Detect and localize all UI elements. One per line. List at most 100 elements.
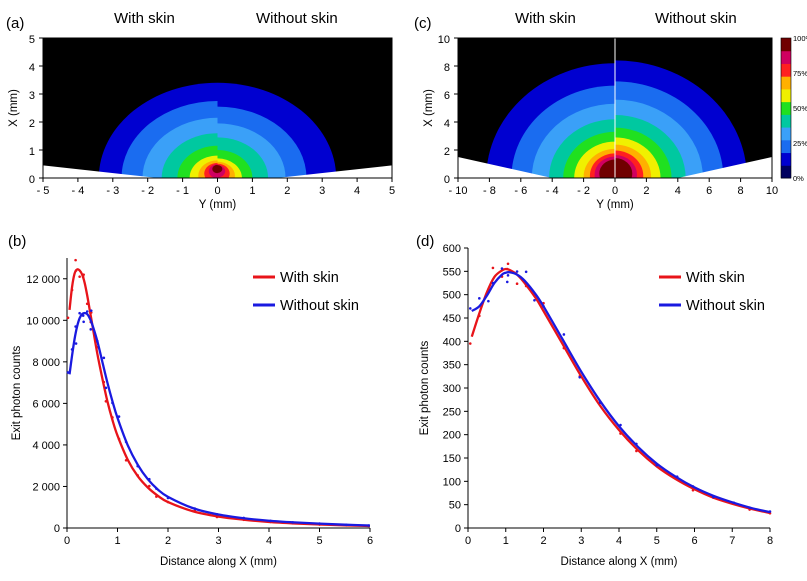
wedge-right-c	[677, 157, 772, 178]
x-tick-label-c: 6	[706, 185, 712, 197]
data-point-with_skin-b	[82, 273, 85, 276]
colorbar-frame	[780, 37, 792, 179]
colorbar-label: 75%	[793, 69, 807, 78]
data-point-without_skin-d	[505, 280, 509, 284]
y-tick-label-c: 0	[444, 174, 450, 186]
x-tick-label-a: 5	[389, 185, 395, 197]
data-point-with_skin-d	[515, 282, 519, 286]
data-point-with_skin-b	[136, 474, 139, 477]
x-tick-label-a: - 2	[141, 185, 154, 197]
y-tick-label-d: 400	[443, 336, 461, 348]
header-without-skin-c: Without skin	[655, 10, 737, 27]
data-point-without_skin-d	[468, 307, 472, 310]
x-tick-label-c: - 6	[514, 185, 527, 197]
data-point-without_skin-b	[291, 521, 295, 524]
colorbar-segment	[781, 114, 791, 128]
x-tick-label-b: 5	[316, 535, 322, 547]
y-tick-label-d: 0	[455, 523, 461, 535]
data-point-without_skin-d	[562, 333, 566, 336]
colorbar-segment	[781, 101, 791, 115]
x-tick-label-d: 2	[540, 535, 546, 547]
data-point-without_skin-d	[691, 485, 695, 488]
data-point-with_skin-d	[635, 449, 638, 453]
y-tick-label-d: 100	[443, 476, 461, 488]
x-tick-label-d: 0	[465, 535, 471, 547]
colorbar-segment	[781, 38, 791, 52]
data-point-without_skin-d	[748, 506, 751, 509]
data-point-with_skin-b	[85, 302, 89, 306]
x-axis-label-c: Y (mm)	[596, 199, 634, 211]
x-tick-label-a: - 1	[176, 185, 189, 197]
data-point-without_skin-b	[269, 519, 272, 523]
data-point-without_skin-d	[478, 297, 481, 300]
data-point-with_skin-d	[619, 432, 622, 435]
data-point-without_skin-d	[542, 305, 545, 308]
data-point-with_skin-d	[748, 508, 751, 511]
data-point-with_skin-d	[506, 262, 510, 266]
contour-band-right	[217, 165, 223, 173]
data-point-with_skin-d	[468, 342, 472, 345]
data-point-with_skin-b	[111, 416, 114, 419]
y-tick-label-c: 8	[444, 62, 450, 74]
y-tick-label-b: 2 000	[32, 481, 60, 493]
colorbar-segment	[781, 165, 791, 179]
data-point-without_skin-b	[70, 348, 74, 351]
data-point-without_skin-b	[104, 386, 108, 390]
y-tick-label-d: 350	[443, 360, 461, 372]
data-point-with_skin-b	[215, 515, 219, 519]
data-point-without_skin-d	[515, 270, 519, 273]
y-tick-label-a: 0	[29, 174, 35, 186]
data-point-without_skin-d	[578, 375, 582, 379]
panel-label-d: (d)	[416, 233, 434, 250]
data-point-with_skin-b	[102, 380, 106, 384]
data-point-without_skin-d	[635, 442, 638, 446]
contour-band-left	[599, 159, 615, 178]
x-tick-label-d: 6	[691, 535, 697, 547]
data-point-with_skin-d	[505, 267, 509, 271]
x-tick-label-c: - 2	[577, 185, 590, 197]
colorbar-segment	[781, 88, 791, 103]
legend-label-with_skin-b: With skin	[280, 270, 339, 286]
data-point-with_skin-b	[193, 509, 197, 513]
x-axis-label-a: Y (mm)	[199, 199, 237, 211]
y-tick-label-c: 4	[444, 118, 450, 130]
data-point-without_skin-b	[117, 415, 121, 418]
x-tick-label-c: 10	[766, 185, 778, 197]
heatmap-right-half-a	[217, 82, 337, 178]
colorbar-segment	[781, 63, 791, 77]
heatmap-right-half-c	[615, 60, 747, 178]
colorbar-label: 0%	[793, 174, 804, 183]
data-point-with_skin-b	[70, 288, 74, 292]
data-point-without_skin-b	[81, 314, 85, 317]
y-tick-label-a: 2	[29, 118, 35, 130]
y-tick-label-d: 550	[443, 266, 461, 278]
x-tick-label-d: 5	[654, 535, 660, 547]
legend-label-with_skin-d: With skin	[686, 270, 745, 286]
data-point-without_skin-b	[124, 440, 128, 444]
y-axis-label-c: X (mm)	[423, 89, 435, 127]
series-line-with_skin-b	[68, 268, 371, 528]
y-tick-label-d: 450	[443, 313, 461, 325]
panel-label-c: (c)	[414, 15, 432, 32]
x-tick-label-a: - 5	[37, 185, 50, 197]
header-with-skin-c: With skin	[515, 10, 576, 27]
colorbar-segment	[781, 127, 791, 141]
data-point-with_skin-b	[117, 437, 121, 441]
colorbar-label: 50%	[793, 104, 807, 113]
data-point-without_skin-b	[155, 487, 158, 490]
contour-band-left	[212, 164, 218, 174]
x-axis-label-b: Distance along X (mm)	[160, 556, 277, 568]
legend-label-without_skin-b: Without skin	[280, 298, 359, 314]
colorbar-segment	[781, 139, 791, 154]
y-tick-label-a: 1	[29, 146, 35, 158]
colorbar-segment	[781, 76, 791, 90]
data-point-without_skin-b	[242, 516, 246, 520]
colorbar-segment	[781, 50, 791, 64]
y-tick-label-d: 250	[443, 406, 461, 418]
x-tick-label-b: 2	[165, 535, 171, 547]
data-point-without_skin-b	[148, 477, 151, 481]
panel-label-b: (b)	[8, 233, 26, 250]
data-point-without_skin-b	[344, 523, 348, 527]
data-point-with_skin-b	[74, 258, 77, 262]
y-tick-label-b: 8 000	[32, 357, 60, 369]
